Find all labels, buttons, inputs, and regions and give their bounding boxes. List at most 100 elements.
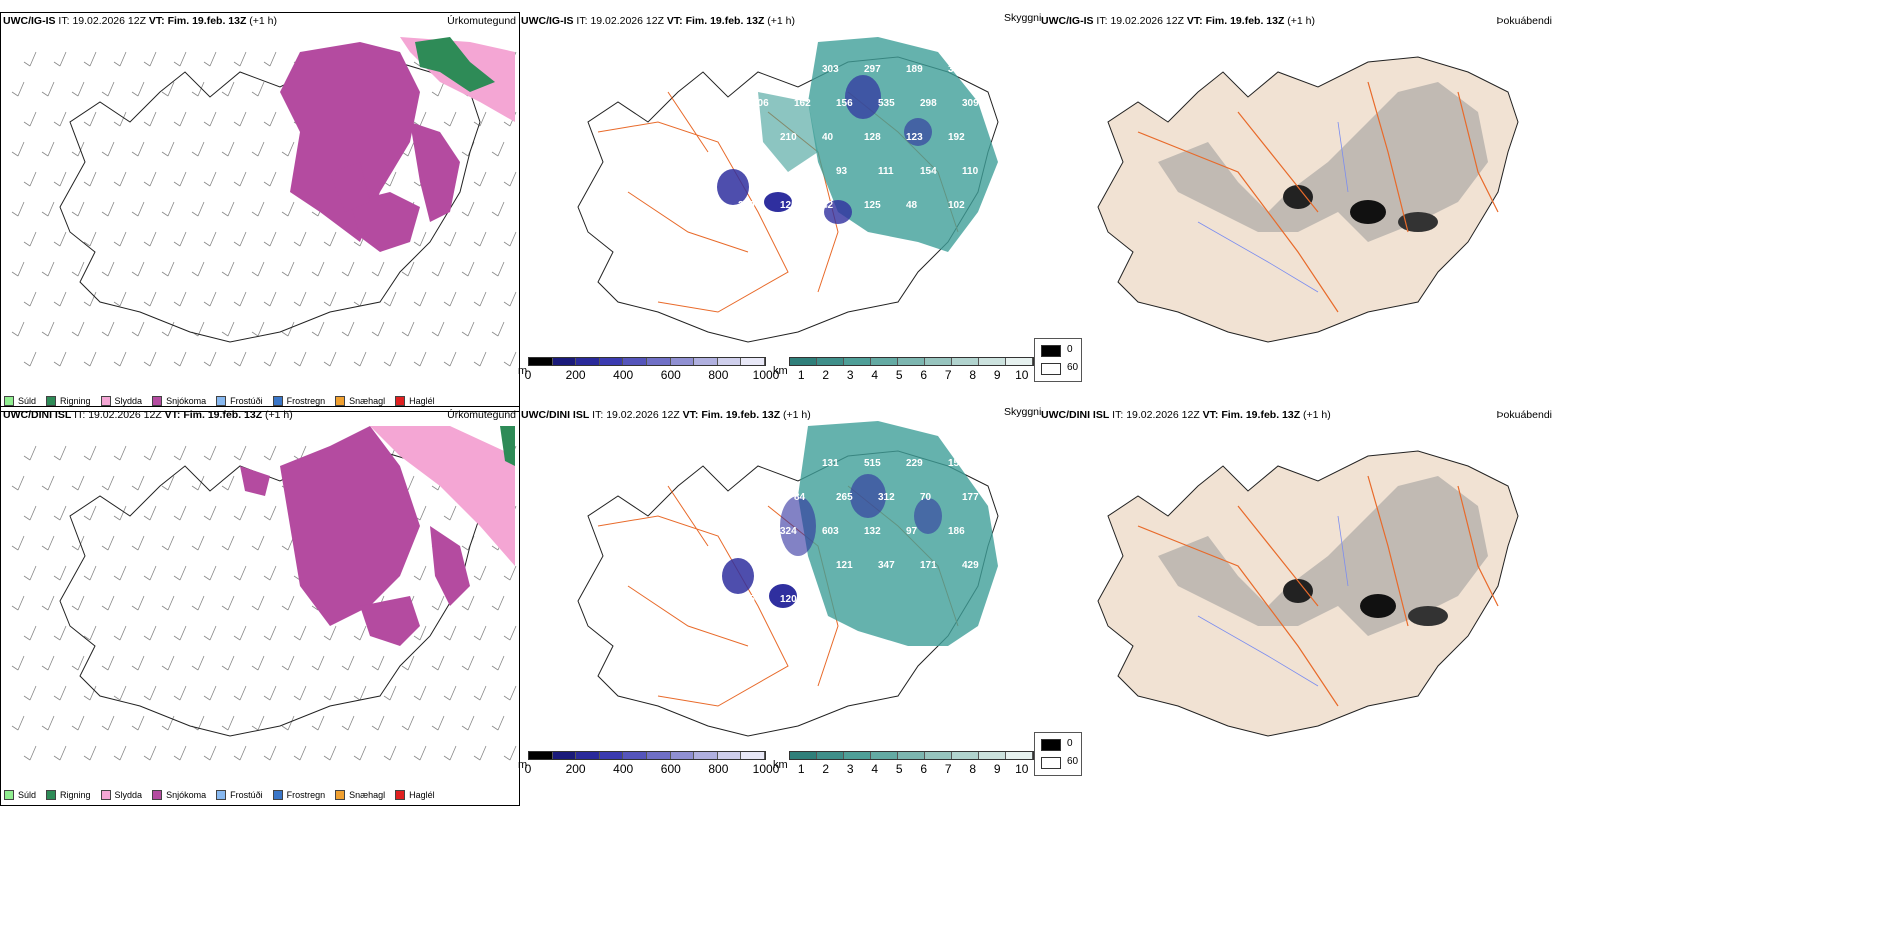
wind-barb [503, 625, 517, 641]
colorbar-tick-label: 0 [524, 368, 532, 382]
wind-barb [281, 321, 295, 337]
wind-barb [113, 291, 127, 307]
wind-barb [263, 291, 277, 307]
wind-barb [161, 81, 175, 97]
legend-swatch [335, 396, 346, 406]
wind-barb [263, 685, 277, 701]
legend-swatch [272, 396, 283, 406]
wind-barb [143, 231, 157, 247]
wind-barb [11, 141, 25, 157]
wind-barb [11, 595, 25, 611]
wind-barb [143, 565, 157, 581]
wind-barb [71, 141, 85, 157]
wind-barb [263, 111, 277, 127]
wind-barb [281, 201, 295, 217]
visibility-value-label: 347 [878, 560, 895, 571]
wind-barb [23, 171, 37, 187]
legend-swatch [100, 396, 111, 406]
wind-barb [161, 655, 175, 671]
fog-gauge-label-top: 0 [1067, 738, 1073, 749]
wind-barb [293, 351, 307, 367]
wind-barb [491, 321, 505, 337]
wind-barb [53, 445, 67, 461]
wind-barb [251, 321, 265, 337]
legend-item: Haglél [395, 790, 435, 800]
ceiling-colorbar: m 0 200 400 600 800 1000 [518, 751, 779, 781]
wind-barb [413, 625, 427, 641]
wind-barb [11, 715, 25, 731]
panel-header: UWC/DINI ISL IT: 19.02.2026 12Z VT: Fim.… [1041, 409, 1331, 421]
wind-barb [323, 351, 337, 367]
wind-barb [53, 291, 67, 307]
visibility-value-label: 121 [836, 560, 853, 571]
wind-barb [41, 141, 55, 157]
fog-gauge-white [1041, 363, 1061, 375]
wind-barb [101, 595, 115, 611]
wind-barb [203, 685, 217, 701]
visibility-value-label: 131 [822, 458, 839, 469]
wind-barb [503, 685, 517, 701]
visibility-value-label: 102 [948, 200, 965, 211]
wind-barb [191, 81, 205, 97]
wind-barb [443, 111, 457, 127]
wind-barb [323, 231, 337, 247]
legend-item: Snjókoma [152, 790, 206, 800]
legend-swatch [100, 790, 111, 800]
wind-barb [83, 291, 97, 307]
colorbar-tick-label: 9 [993, 762, 1001, 776]
wind-barb [401, 655, 415, 671]
visibility-value-label: 70 [920, 492, 932, 503]
wind-barb [443, 231, 457, 247]
wind-barb [113, 111, 127, 127]
wind-barb [281, 655, 295, 671]
wind-barb [131, 81, 145, 97]
wind-barb [443, 505, 457, 521]
wind-barb [233, 445, 247, 461]
wind-barb [251, 261, 265, 277]
wind-barb [431, 321, 445, 337]
wind-barb [101, 321, 115, 337]
wind-barb [221, 141, 235, 157]
wind-barb [503, 351, 517, 367]
legend-swatch [46, 396, 57, 406]
wind-barb [41, 201, 55, 217]
wind-barb [83, 171, 97, 187]
wind-barb [503, 291, 517, 307]
visibility-value-label: 429 [962, 560, 979, 571]
wind-barb [173, 351, 187, 367]
wind-barb [131, 655, 145, 671]
wind-barb [143, 745, 157, 761]
panel-title: Úrkomutegund [447, 15, 516, 27]
wind-barb [173, 745, 187, 761]
wind-barb [191, 475, 205, 491]
wind-barb [173, 445, 187, 461]
wind-barb [431, 81, 445, 97]
visibility-value-label: 132 [864, 526, 881, 537]
visibility-value-label: 229 [906, 458, 923, 469]
legend-label: Snjókoma [166, 396, 207, 406]
visibility-map: 232 377 131 515 229 154 144 84 265 312 70 177 99 324 6… [577, 421, 999, 737]
wind-barb [23, 291, 37, 307]
legend-label: Slydda [114, 790, 143, 800]
fog-gauge-label-bottom: 60 [1067, 362, 1079, 373]
visibility-value-label: 97 [906, 526, 918, 537]
wind-barb [203, 505, 217, 521]
visibility-value-label: 249 [738, 200, 755, 211]
colorbar-tick-label: 6 [920, 762, 928, 776]
wind-barb [203, 111, 217, 127]
wind-barb [281, 715, 295, 731]
wind-barb [203, 51, 217, 67]
wind-barb [113, 445, 127, 461]
wind-barb [143, 351, 157, 367]
wind-barb [203, 625, 217, 641]
colorbar-tick-label: 3 [846, 762, 854, 776]
visibility-value-label: 111 [878, 166, 894, 177]
visibility-value-label: 515 [864, 458, 881, 469]
wind-barb [41, 535, 55, 551]
wind-barb [461, 261, 475, 277]
precip-type-panel-row2: UWC/DINI ISL IT: 19.02.2026 12Z VT: Fim.… [0, 406, 520, 806]
wind-barb [473, 565, 487, 581]
colorbar-tick-label: 4 [871, 762, 879, 776]
wind-barb [413, 745, 427, 761]
visibility-value-label: 40 [822, 132, 834, 143]
